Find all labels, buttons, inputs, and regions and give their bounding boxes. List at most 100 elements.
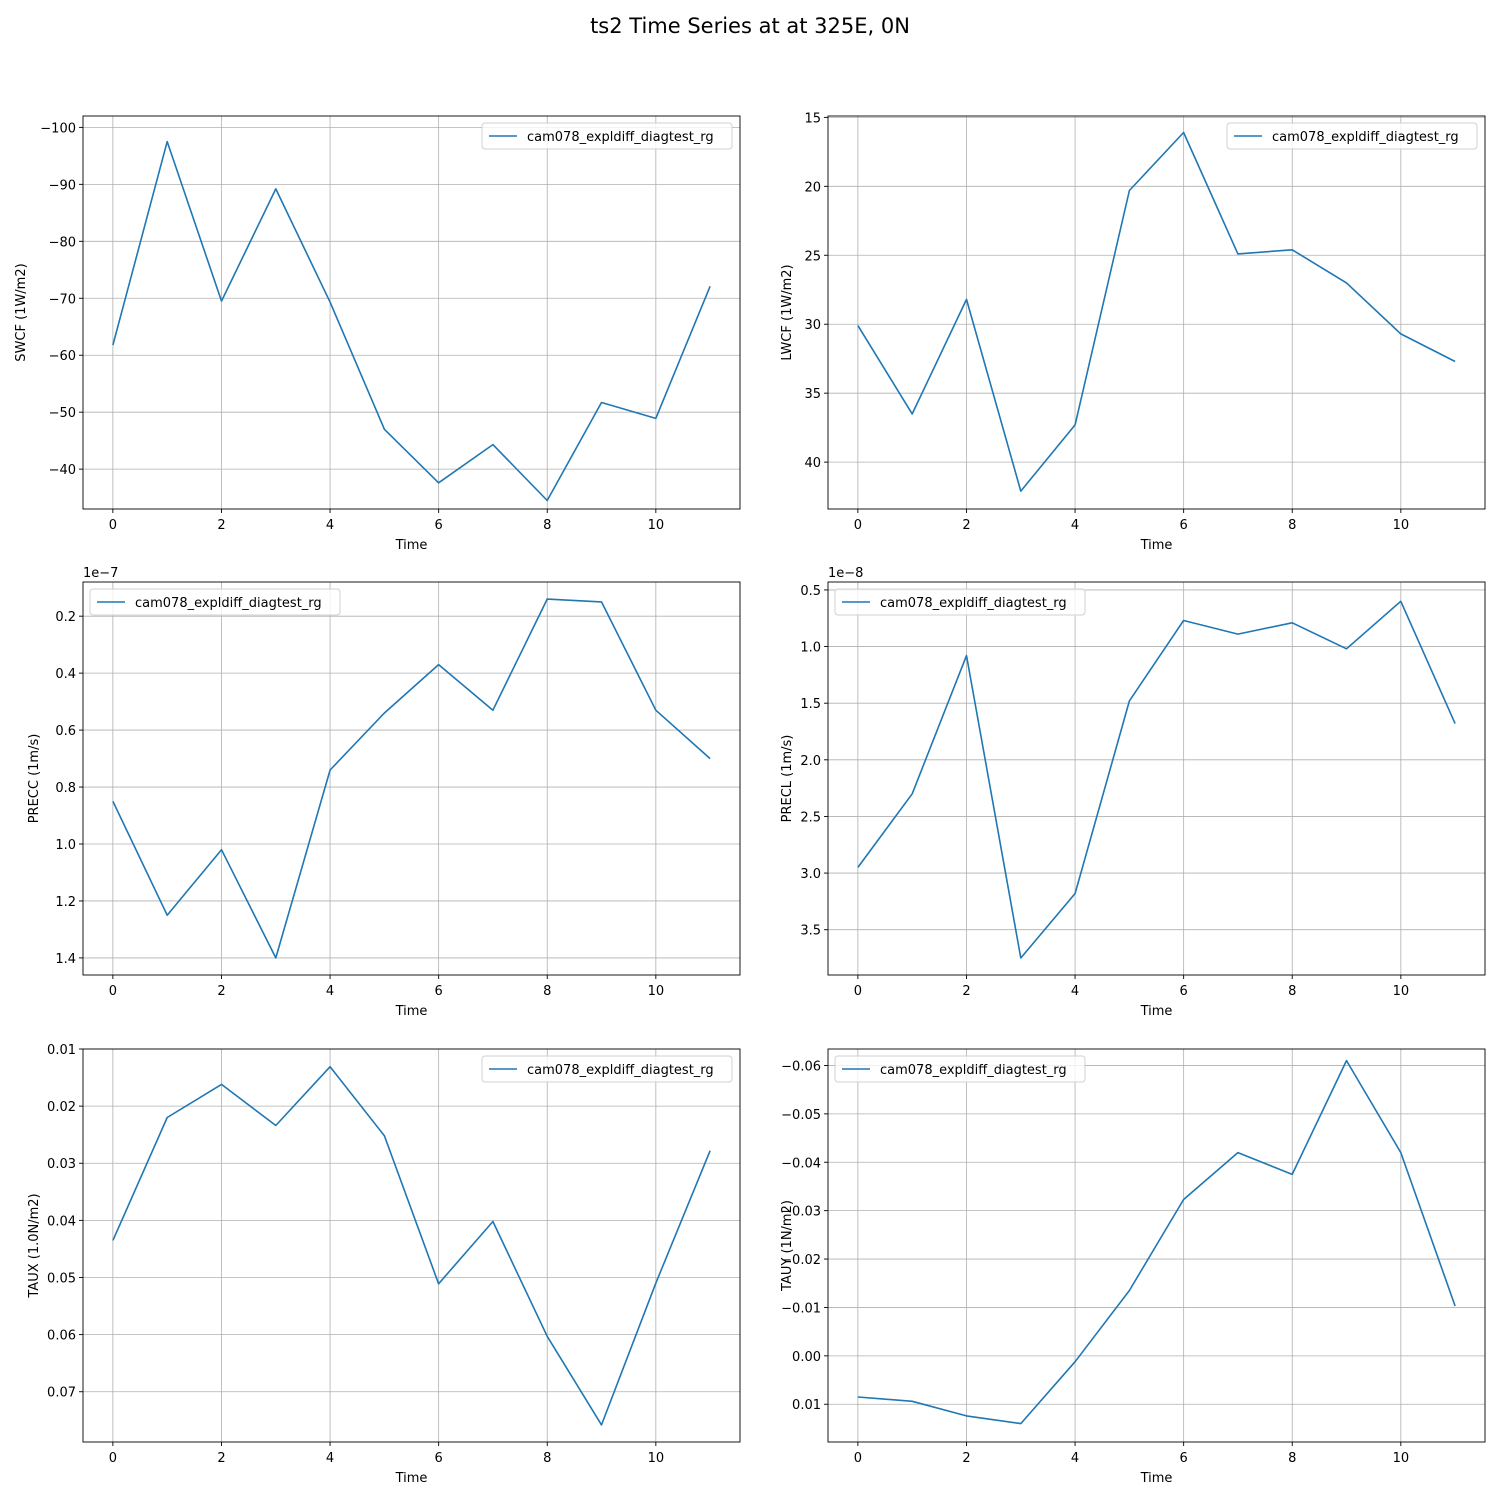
y-axis-label: LWCF (1W/m2) <box>780 264 795 360</box>
axes-frame <box>82 581 741 976</box>
y-tick-label: 2.5 <box>800 810 821 825</box>
x-tick-label: 4 <box>326 1451 334 1466</box>
x-tick-label: 4 <box>326 518 334 533</box>
y-tick-label: 0.06 <box>47 1329 76 1344</box>
legend-box <box>834 1055 1086 1083</box>
x-tick-label: 10 <box>648 1451 665 1466</box>
legend: cam078_expldiff_diagtest_rg <box>834 1055 1086 1083</box>
y-axis-label: TAUX (1.0N/m2) <box>27 1193 42 1298</box>
y-tick-label: −0.03 <box>781 1205 821 1220</box>
legend-box <box>1226 122 1478 150</box>
y-tick-label: 3.5 <box>800 924 821 939</box>
y-axis-label: PRECL (1m/s) <box>780 735 795 823</box>
y-tick-label: −0.01 <box>781 1301 821 1316</box>
axes-frame <box>827 581 1486 976</box>
series-line <box>857 131 1456 492</box>
legend-box <box>481 1055 733 1083</box>
x-axis-label: Time <box>1140 1471 1173 1486</box>
y-tick-label: 2.0 <box>800 754 821 769</box>
x-axis-label: Time <box>1140 538 1173 553</box>
series-line <box>112 598 711 959</box>
y-tick-label: −60 <box>49 349 76 364</box>
x-tick-label: 10 <box>648 984 665 999</box>
x-tick-label: 2 <box>962 518 970 533</box>
y-tick-label: 1.2 <box>55 895 76 910</box>
y-tick-label: 0.02 <box>47 1100 76 1115</box>
x-tick-label: 4 <box>1071 984 1079 999</box>
legend: cam078_expldiff_diagtest_rg <box>481 1055 733 1083</box>
x-tick-label: 0 <box>854 1451 862 1466</box>
x-tick-label: 10 <box>1393 984 1410 999</box>
x-tick-label: 6 <box>435 518 443 533</box>
y-tick-label: −70 <box>49 292 76 307</box>
legend-entry: cam078_expldiff_diagtest_rg <box>135 596 322 611</box>
y-axis-label: TAUY (1N/m2) <box>780 1200 795 1292</box>
figure-title: ts2 Time Series at at 325E, 0N <box>590 14 910 38</box>
x-tick-label: 2 <box>962 984 970 999</box>
legend-box <box>89 588 341 616</box>
axis-offset-text: 1e−7 <box>83 566 118 581</box>
x-tick-label: 10 <box>648 518 665 533</box>
x-tick-label: 8 <box>1288 1451 1296 1466</box>
y-tick-label: 0.6 <box>55 724 76 739</box>
x-tick-label: 0 <box>109 518 117 533</box>
x-tick-label: 4 <box>326 984 334 999</box>
subplot-2: 0 2 4 6 8 10 15 20 25 30 35 40 Time LWCF (1W/m2) cam07… <box>780 111 1486 553</box>
series-line <box>857 1059 1456 1425</box>
x-tick-label: 2 <box>962 1451 970 1466</box>
legend: cam078_expldiff_diagtest_rg <box>481 122 733 150</box>
legend: cam078_expldiff_diagtest_rg <box>89 588 341 616</box>
subplot-5: 0 2 4 6 8 10 0.01 0.02 0.03 0.04 0.05 0.06 0.07 Time T… <box>27 1043 741 1486</box>
x-tick-label: 6 <box>1180 1451 1188 1466</box>
legend-entry: cam078_expldiff_diagtest_rg <box>880 596 1067 611</box>
x-tick-label: 6 <box>435 984 443 999</box>
y-tick-label: 3.0 <box>800 867 821 882</box>
x-tick-label: 6 <box>435 1451 443 1466</box>
axes-frame <box>827 115 1486 510</box>
y-tick-label: −0.02 <box>781 1253 821 1268</box>
x-tick-label: 4 <box>1071 1451 1079 1466</box>
y-tick-label: 20 <box>804 180 821 195</box>
y-tick-label: 1.0 <box>800 641 821 656</box>
x-tick-label: 10 <box>1393 518 1410 533</box>
series-line <box>112 1065 711 1426</box>
x-tick-label: 0 <box>109 984 117 999</box>
y-tick-label: −0.05 <box>781 1108 821 1123</box>
y-tick-label: −100 <box>40 121 76 136</box>
y-tick-label: −40 <box>49 463 76 478</box>
y-tick-label: 0.07 <box>47 1386 76 1401</box>
x-tick-label: 0 <box>854 984 862 999</box>
y-tick-label: 0.01 <box>47 1043 76 1058</box>
x-tick-label: 4 <box>1071 518 1079 533</box>
x-tick-label: 0 <box>854 518 862 533</box>
x-axis-label: Time <box>395 1471 428 1486</box>
y-tick-label: 0.00 <box>792 1350 821 1365</box>
axes-frame <box>82 115 741 510</box>
subplot-4: 0 2 4 6 8 10 0.5 1.0 1.5 2.0 2.5 3.0 3.5 Time PRECL (1… <box>780 566 1486 1019</box>
y-tick-label: −80 <box>49 235 76 250</box>
y-tick-label: 0.8 <box>55 781 76 796</box>
y-tick-label: 0.01 <box>792 1398 821 1413</box>
y-tick-label: 15 <box>804 111 821 126</box>
y-tick-label: 0.4 <box>55 667 76 682</box>
x-tick-label: 6 <box>1180 518 1188 533</box>
x-tick-label: 6 <box>1180 984 1188 999</box>
y-tick-label: 0.05 <box>47 1271 76 1286</box>
axes-frame <box>827 1048 1486 1443</box>
y-tick-label: 0.2 <box>55 610 76 625</box>
y-tick-label: 35 <box>804 387 821 402</box>
y-axis-label: SWCF (1W/m2) <box>14 263 29 361</box>
legend-box <box>481 122 733 150</box>
x-tick-label: 0 <box>109 1451 117 1466</box>
subplot-6: 0 2 4 6 8 10 −0.06 −0.05 −0.04 −0.03 −0.02 −0.01 0.0… <box>780 1048 1486 1486</box>
y-tick-label: −0.04 <box>781 1156 821 1171</box>
series-line <box>112 140 711 502</box>
axis-offset-text: 1e−8 <box>828 566 863 581</box>
legend-entry: cam078_expldiff_diagtest_rg <box>880 1063 1067 1078</box>
x-tick-label: 2 <box>217 518 225 533</box>
x-tick-label: 8 <box>1288 984 1296 999</box>
y-tick-label: 1.4 <box>55 952 76 967</box>
y-tick-label: −0.06 <box>781 1059 821 1074</box>
subplot-1: 0 2 4 6 8 10 −100 −90 −80 −70 −60 −50 −40 Time SWCF (1… <box>14 115 741 553</box>
